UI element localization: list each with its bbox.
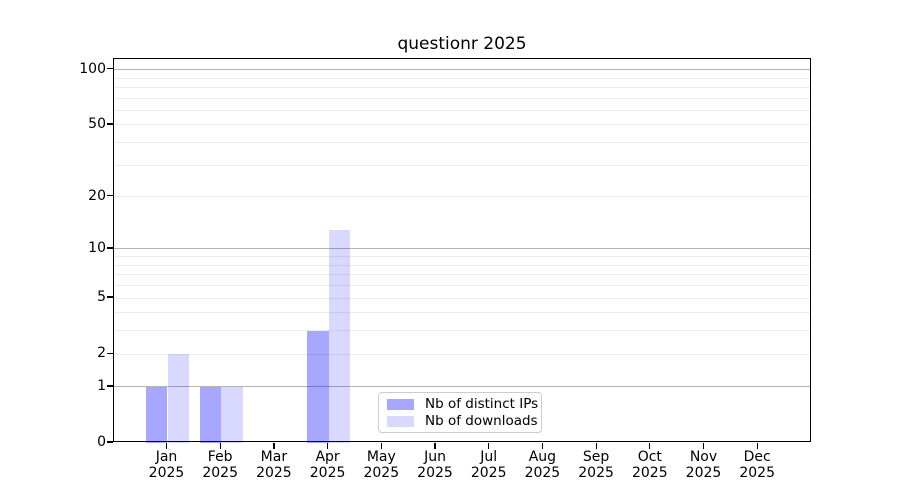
- y-tick-mark: [107, 352, 113, 354]
- x-tick-label: Mar 2025: [246, 449, 302, 481]
- x-tick-month: Aug: [528, 449, 557, 465]
- x-tick-mark: [541, 443, 544, 449]
- legend-item-distinct-ips: Nb of distinct IPs: [387, 396, 538, 412]
- x-tick-mark: [756, 443, 758, 449]
- x-tick-mark: [595, 443, 597, 449]
- x-tick-label: Jan 2025: [139, 449, 195, 481]
- y-minor-gridline: [114, 330, 810, 332]
- y-tick-mark: [107, 441, 113, 443]
- x-tick-month: Feb: [207, 449, 233, 465]
- y-minor-gridline: [114, 256, 810, 258]
- x-tick-mark: [380, 443, 382, 449]
- bar-distinct-ips: [199, 386, 222, 443]
- x-tick-label: Dec 2025: [729, 449, 785, 481]
- legend: Nb of distinct IPs Nb of downloads: [378, 392, 542, 433]
- bar-downloads: [328, 229, 351, 443]
- y-minor-gridline: [114, 109, 810, 111]
- y-tick-label: 100: [79, 60, 106, 77]
- y-tick-mark: [107, 296, 113, 298]
- x-tick-label: Jul 2025: [461, 449, 517, 481]
- x-tick-label: Nov 2025: [676, 449, 732, 481]
- x-tick-month: Jul: [480, 449, 498, 465]
- y-minor-gridline: [114, 97, 810, 99]
- x-tick-year: 2025: [578, 464, 614, 481]
- y-minor-gridline: [114, 297, 810, 299]
- x-tick-month: Jun: [424, 449, 446, 465]
- x-tick-month: Apr: [315, 449, 340, 465]
- y-minor-gridline: [114, 353, 810, 355]
- x-tick-year: 2025: [685, 464, 722, 481]
- y-minor-gridline: [114, 274, 810, 276]
- x-tick-label: May 2025: [353, 449, 409, 481]
- y-tick-mark: [107, 123, 113, 125]
- y-minor-gridline: [114, 77, 810, 79]
- x-tick-month: Sep: [582, 449, 610, 465]
- x-tick-label: Feb 2025: [192, 449, 248, 481]
- legend-item-downloads: Nb of downloads: [387, 413, 538, 429]
- x-tick-mark: [327, 443, 329, 449]
- x-tick-year: 2025: [739, 464, 775, 481]
- x-tick-label: Sep 2025: [568, 449, 624, 481]
- y-tick-label: 0: [97, 434, 106, 450]
- x-tick-month: Dec: [743, 449, 771, 465]
- x-tick-mark: [273, 443, 275, 449]
- x-tick-month: May: [366, 449, 396, 465]
- x-tick-month: Nov: [689, 449, 718, 465]
- bar-distinct-ips: [307, 330, 329, 443]
- bar-downloads: [221, 386, 243, 443]
- x-tick-year: 2025: [148, 464, 185, 481]
- x-tick-year: 2025: [363, 464, 400, 481]
- x-tick-year: 2025: [470, 464, 507, 481]
- x-tick-year: 2025: [631, 464, 668, 481]
- x-tick-mark: [219, 443, 221, 449]
- x-tick-month: Oct: [637, 449, 662, 465]
- y-tick-label: 20: [88, 187, 106, 204]
- y-tick-label: 10: [88, 240, 106, 256]
- y-tick-mark: [107, 247, 113, 249]
- y-tick-mark: [107, 195, 113, 197]
- legend-swatch-downloads: [387, 415, 414, 427]
- y-minor-gridline: [114, 264, 810, 266]
- y-minor-gridline: [114, 164, 810, 166]
- x-tick-label: Aug 2025: [514, 449, 570, 481]
- x-tick-label: Oct 2025: [622, 449, 678, 481]
- x-tick-mark: [434, 443, 436, 449]
- bar-downloads: [167, 354, 190, 443]
- plot-area: [113, 58, 811, 443]
- y-minor-gridline: [114, 142, 810, 144]
- y-tick-label: 50: [88, 115, 106, 132]
- y-minor-gridline: [114, 196, 810, 198]
- y-tick-label: 5: [97, 289, 106, 305]
- x-tick-label: Jun 2025: [407, 449, 463, 481]
- y-tick-label: 2: [97, 345, 106, 362]
- legend-swatch-distinct-ips: [387, 398, 414, 410]
- x-tick-year: 2025: [256, 464, 292, 481]
- y-major-gridline: [114, 386, 810, 388]
- y-major-gridline: [114, 69, 810, 70]
- legend-label-distinct-ips: Nb of distinct IPs: [425, 396, 539, 412]
- x-tick-year: 2025: [202, 464, 238, 481]
- y-minor-gridline: [114, 285, 810, 287]
- x-tick-mark: [165, 443, 168, 449]
- y-tick-label: 1: [97, 377, 106, 394]
- x-tick-month: Mar: [260, 449, 288, 465]
- x-tick-month: Jan: [155, 449, 178, 465]
- x-tick-label: Apr 2025: [300, 449, 356, 481]
- y-minor-gridline: [114, 124, 810, 126]
- bar-distinct-ips: [145, 386, 168, 443]
- x-tick-year: 2025: [309, 464, 346, 481]
- y-tick-mark: [107, 68, 113, 70]
- y-major-gridline: [114, 248, 810, 250]
- y-tick-mark: [107, 385, 113, 387]
- chart-title: questionr 2025: [397, 34, 527, 54]
- y-minor-gridline: [114, 312, 810, 314]
- y-minor-gridline: [114, 87, 810, 88]
- x-tick-mark: [649, 443, 651, 449]
- legend-label-downloads: Nb of downloads: [425, 413, 538, 429]
- x-tick-year: 2025: [417, 464, 453, 481]
- x-tick-mark: [488, 443, 490, 449]
- x-tick-year: 2025: [524, 464, 561, 481]
- x-tick-mark: [702, 443, 705, 449]
